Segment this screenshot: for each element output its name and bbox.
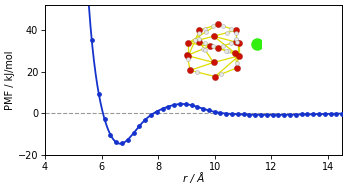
- Point: [200, 107, 206, 110]
- Point: [316, 112, 322, 115]
- Point: [253, 113, 258, 116]
- Point: [339, 112, 345, 115]
- Point: [241, 113, 246, 116]
- Point: [206, 109, 212, 112]
- Point: [108, 133, 113, 136]
- X-axis label: r / Å: r / Å: [183, 173, 204, 184]
- Point: [166, 105, 171, 108]
- Point: [287, 113, 293, 116]
- Point: [333, 112, 339, 115]
- Point: [258, 113, 264, 116]
- Point: [311, 113, 316, 116]
- Point: [142, 118, 148, 121]
- Point: [96, 93, 102, 96]
- Point: [247, 113, 252, 116]
- Point: [218, 111, 223, 114]
- Point: [102, 118, 108, 121]
- Point: [195, 105, 200, 108]
- Y-axis label: PMF / kJ/mol: PMF / kJ/mol: [5, 50, 15, 110]
- Point: [148, 114, 154, 117]
- Point: [154, 110, 160, 113]
- Point: [270, 113, 276, 116]
- Point: [177, 103, 183, 106]
- Point: [171, 103, 177, 106]
- Point: [212, 110, 218, 113]
- Point: [328, 112, 333, 115]
- Point: [113, 141, 119, 144]
- Point: [131, 132, 136, 135]
- Point: [276, 113, 281, 116]
- Point: [119, 142, 125, 145]
- Point: [137, 124, 142, 127]
- Point: [229, 112, 235, 115]
- Point: [89, 39, 94, 42]
- Point: [189, 104, 194, 107]
- Point: [305, 113, 310, 116]
- Point: [322, 112, 328, 115]
- Point: [235, 113, 240, 116]
- Point: [160, 107, 165, 110]
- Point: [125, 138, 130, 141]
- Point: [281, 113, 287, 116]
- Point: [299, 113, 304, 116]
- Point: [293, 113, 298, 116]
- Point: [264, 113, 270, 116]
- Point: [183, 103, 188, 106]
- Point: [223, 112, 229, 115]
